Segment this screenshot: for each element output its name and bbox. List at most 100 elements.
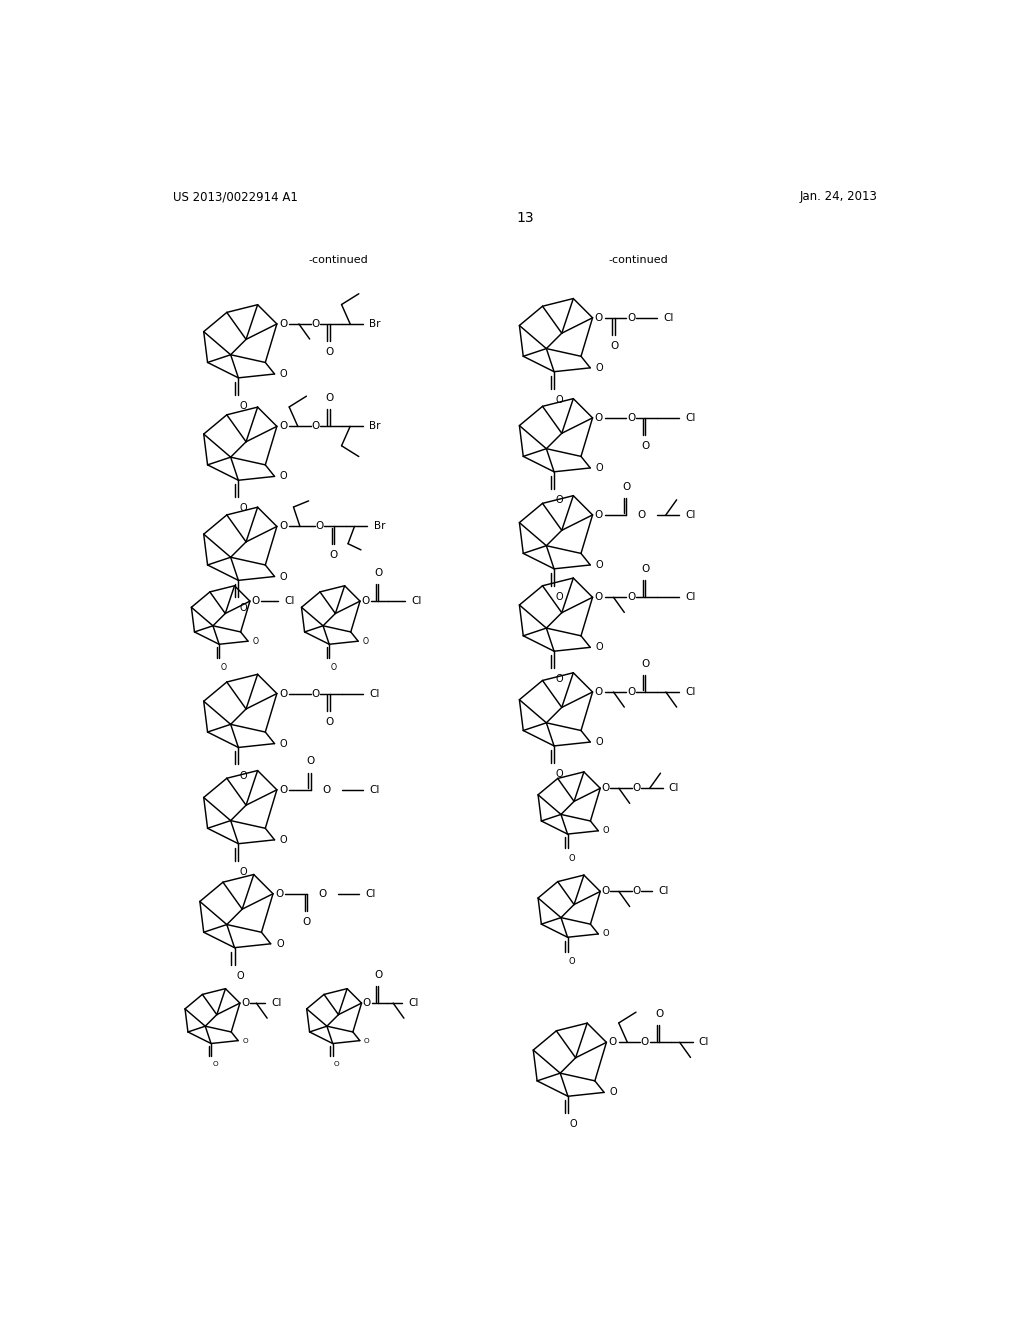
Text: O: O [318, 888, 327, 899]
Text: Br: Br [374, 521, 385, 532]
Text: O: O [556, 495, 563, 504]
Text: O: O [334, 1061, 340, 1067]
Text: O: O [569, 957, 575, 966]
Text: O: O [569, 854, 575, 863]
Text: O: O [242, 998, 250, 1008]
Text: Cl: Cl [366, 888, 376, 899]
Text: O: O [276, 939, 284, 949]
Text: Cl: Cl [370, 689, 380, 698]
Text: O: O [595, 413, 603, 422]
Text: Cl: Cl [658, 887, 669, 896]
Text: O: O [627, 686, 635, 697]
Text: O: O [603, 929, 609, 939]
Text: O: O [252, 636, 258, 645]
Text: O: O [596, 737, 603, 747]
Text: O: O [240, 771, 248, 780]
Text: O: O [556, 675, 563, 684]
Text: O: O [569, 1119, 578, 1130]
Text: O: O [280, 834, 288, 845]
Text: O: O [609, 1088, 617, 1097]
Text: Cl: Cl [284, 597, 295, 606]
Text: Cl: Cl [271, 998, 282, 1008]
Text: O: O [240, 401, 248, 411]
Text: O: O [638, 510, 646, 520]
Text: Cl: Cl [685, 510, 695, 520]
Text: US 2013/0022914 A1: US 2013/0022914 A1 [173, 190, 298, 203]
Text: O: O [280, 370, 288, 379]
Text: Cl: Cl [664, 313, 674, 323]
Text: O: O [595, 686, 603, 697]
Text: O: O [306, 756, 314, 767]
Text: O: O [633, 887, 641, 896]
Text: O: O [601, 887, 609, 896]
Text: Jan. 24, 2013: Jan. 24, 2013 [800, 190, 878, 203]
Text: Cl: Cl [412, 597, 422, 606]
Text: O: O [362, 998, 371, 1008]
Text: Cl: Cl [685, 593, 695, 602]
Text: O: O [279, 421, 287, 432]
Text: O: O [641, 659, 649, 669]
Text: O: O [655, 1008, 664, 1019]
Text: O: O [595, 593, 603, 602]
Text: O: O [601, 783, 609, 793]
Text: -continued: -continued [308, 255, 369, 265]
Text: O: O [608, 1038, 616, 1047]
Text: O: O [596, 560, 603, 570]
Text: Cl: Cl [698, 1038, 710, 1047]
Text: O: O [240, 867, 248, 876]
Text: O: O [361, 597, 370, 606]
Text: O: O [603, 826, 609, 836]
Text: O: O [279, 319, 287, 329]
Text: O: O [556, 591, 563, 602]
Text: O: O [237, 970, 244, 981]
Text: O: O [240, 503, 248, 513]
Text: O: O [610, 341, 618, 351]
Text: 13: 13 [516, 211, 534, 226]
Text: O: O [362, 636, 369, 645]
Text: Cl: Cl [685, 686, 695, 697]
Text: O: O [303, 917, 311, 927]
Text: O: O [240, 603, 248, 614]
Text: O: O [641, 1038, 649, 1047]
Text: O: O [556, 395, 563, 405]
Text: O: O [280, 471, 288, 482]
Text: O: O [641, 564, 649, 574]
Text: O: O [595, 313, 603, 323]
Text: O: O [280, 739, 288, 748]
Text: O: O [633, 783, 641, 793]
Text: O: O [279, 785, 287, 795]
Text: O: O [322, 785, 331, 795]
Text: Cl: Cl [370, 785, 380, 795]
Text: Br: Br [370, 421, 381, 432]
Text: O: O [330, 550, 338, 560]
Text: O: O [596, 463, 603, 473]
Text: O: O [212, 1061, 218, 1067]
Text: O: O [596, 363, 603, 372]
Text: O: O [627, 413, 635, 422]
Text: O: O [595, 510, 603, 520]
Text: O: O [627, 593, 635, 602]
Text: O: O [364, 1038, 370, 1044]
Text: O: O [641, 441, 649, 451]
Text: O: O [280, 572, 288, 582]
Text: Cl: Cl [669, 783, 679, 793]
Text: O: O [311, 319, 319, 329]
Text: O: O [251, 597, 259, 606]
Text: O: O [275, 888, 284, 899]
Text: O: O [326, 393, 334, 403]
Text: O: O [279, 521, 287, 532]
Text: O: O [220, 663, 226, 672]
Text: O: O [596, 643, 603, 652]
Text: O: O [331, 663, 337, 672]
Text: Cl: Cl [408, 998, 418, 1008]
Text: Br: Br [370, 319, 381, 329]
Text: O: O [315, 521, 324, 532]
Text: O: O [556, 770, 563, 779]
Text: O: O [279, 689, 287, 698]
Text: O: O [627, 313, 635, 323]
Text: O: O [623, 482, 631, 491]
Text: O: O [374, 568, 383, 578]
Text: O: O [326, 717, 334, 727]
Text: -continued: -continued [609, 255, 669, 265]
Text: O: O [243, 1038, 248, 1044]
